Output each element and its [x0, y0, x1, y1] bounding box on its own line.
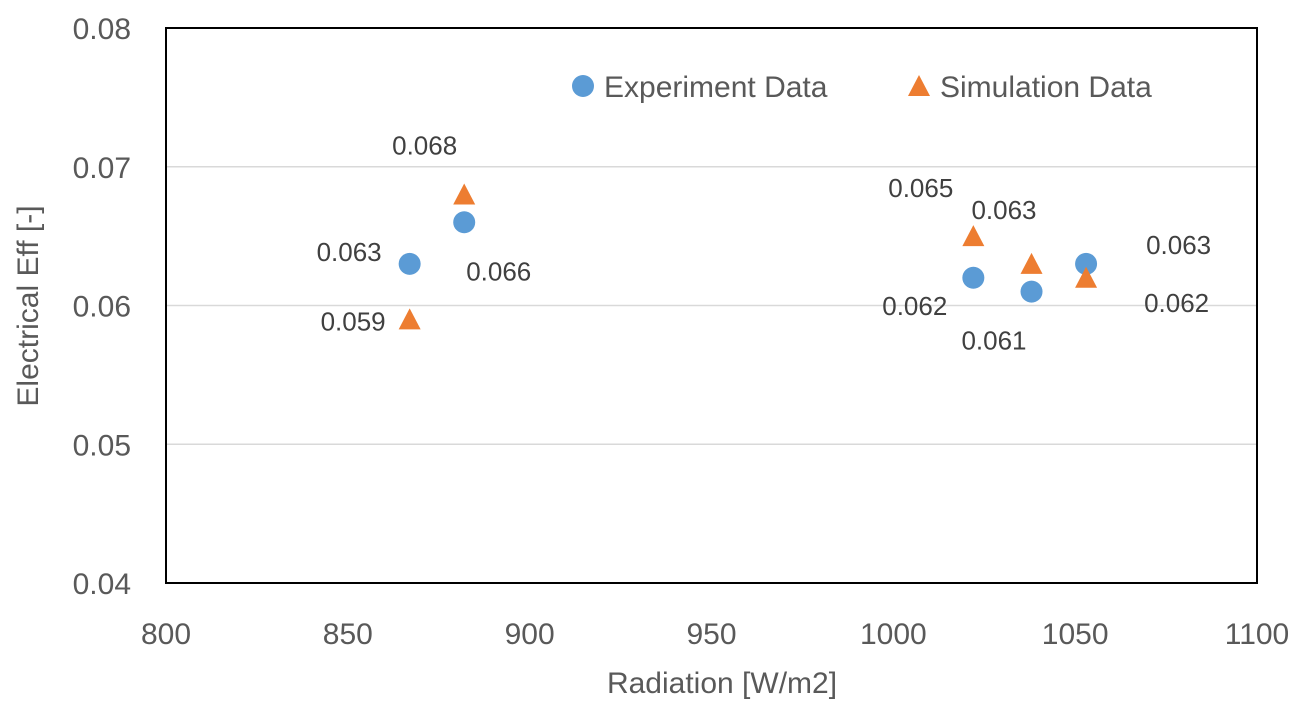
simulation-point [1075, 266, 1098, 288]
y-tick-label: 0.07 [73, 152, 131, 185]
y-axis-title: Electrical Eff [-] [12, 205, 45, 406]
simulation-data-label: 0.059 [321, 306, 386, 336]
y-tick-label: 0.08 [73, 13, 131, 46]
x-tick-label: 1100 [1225, 618, 1290, 651]
plot-area [165, 27, 1258, 584]
legend-simulation-label: Simulation Data [940, 71, 1152, 104]
y-tick-label: 0.06 [73, 291, 131, 324]
experiment-point [398, 252, 421, 275]
simulation-data-label: 0.062 [1144, 288, 1209, 318]
x-tick-label: 950 [686, 618, 736, 651]
y-axis-tick-labels: 0.04 0.05 0.06 0.07 0.08 [73, 13, 131, 601]
y-tick-label: 0.05 [73, 429, 131, 462]
simulation-point [453, 183, 476, 205]
x-tick-label: 800 [141, 618, 191, 651]
experiment-point [962, 266, 985, 289]
simulation-data-label: 0.065 [888, 173, 953, 203]
x-axis-tick-labels: 800 850 900 950 1000 1050 1100 [141, 618, 1289, 651]
simulation-data-label: 0.068 [392, 131, 457, 161]
legend-experiment-marker [572, 75, 594, 97]
data-labels: 0.063 0.066 0.062 0.061 0.063 0.059 0.068 0.065… [317, 131, 1212, 356]
x-axis-title: Radiation [W/m2] [607, 667, 837, 700]
experiment-data-label: 0.063 [1146, 230, 1211, 260]
experiment-data-label: 0.063 [317, 237, 382, 267]
experiment-data-label: 0.062 [882, 291, 947, 321]
experiment-point [1075, 252, 1098, 275]
x-tick-label: 1000 [860, 618, 927, 651]
x-tick-label: 900 [505, 618, 555, 651]
y-tick-label: 0.04 [73, 568, 131, 601]
simulation-point [398, 308, 421, 330]
x-tick-label: 1050 [1042, 618, 1109, 651]
gridlines [166, 166, 1257, 445]
x-tick-label: 850 [323, 618, 373, 651]
legend-experiment-label: Experiment Data [604, 71, 828, 104]
data-markers [398, 183, 1098, 330]
experiment-data-label: 0.066 [466, 256, 531, 286]
simulation-point [1020, 252, 1043, 274]
legend: Experiment Data Simulation Data [572, 71, 1152, 104]
simulation-data-label: 0.063 [971, 195, 1036, 225]
legend-simulation-marker [908, 75, 930, 96]
experiment-point [1020, 280, 1043, 303]
experiment-point [453, 211, 476, 234]
experiment-data-label: 0.061 [961, 326, 1026, 356]
simulation-point [962, 225, 985, 247]
